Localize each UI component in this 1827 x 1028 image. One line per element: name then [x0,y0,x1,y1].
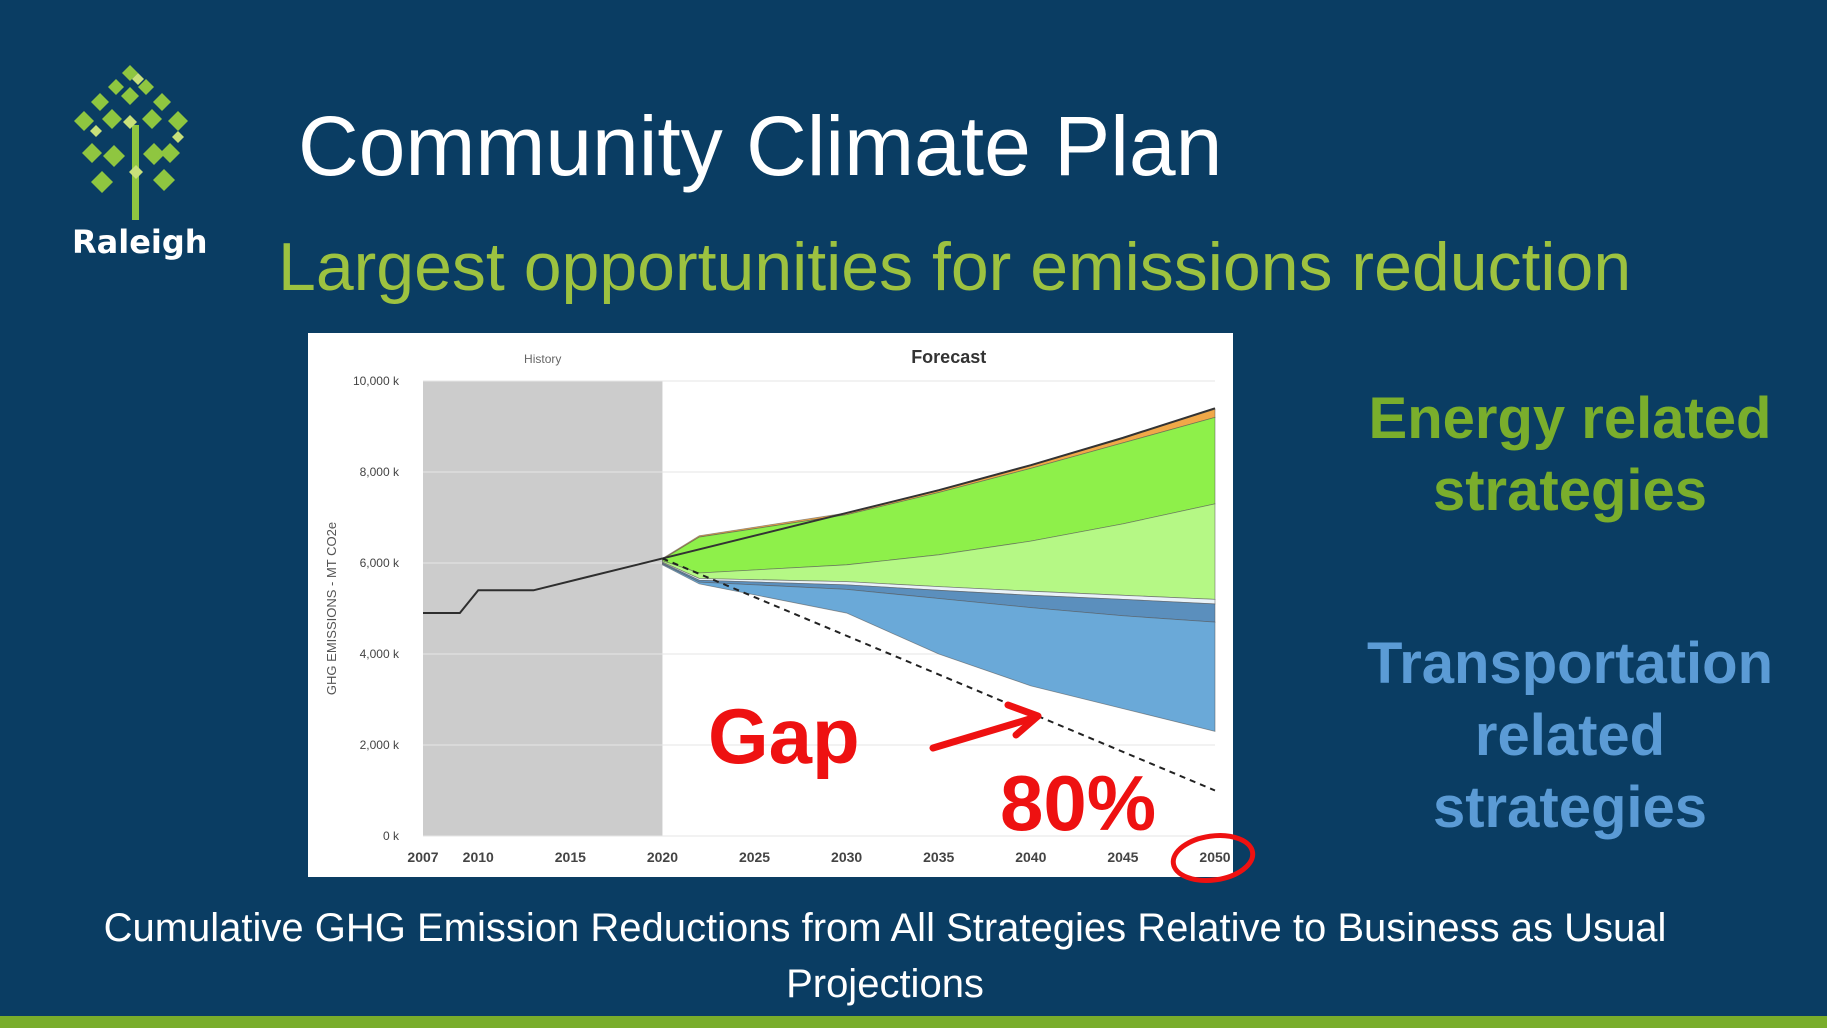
y-tick-label: 10,000 k [353,374,400,388]
history-region [423,381,663,836]
y-axis-title: GHG EMISSIONS - MT CO2e [324,522,339,695]
y-tick-label: 6,000 k [360,556,400,570]
gap-arrow [929,714,1037,752]
bau-line [662,407,1216,560]
x-tick-label: 2045 [1107,849,1138,865]
x-tick-label: 2007 [407,849,438,865]
slide-title: Community Climate Plan [298,99,1223,193]
y-tick-label: 4,000 k [360,647,400,661]
slide-subtitle: Largest opportunities for emissions redu… [278,229,1632,305]
y-tick-label: 8,000 k [360,465,400,479]
history-line [423,557,663,615]
x-tick-label: 2040 [1015,849,1046,865]
x-tick-label: 2020 [647,849,678,865]
chart-svg: 0 k 2,000 k 4,000 k 6,000 k 8,000 k 10,000 k 2… [324,347,1256,883]
y-tick-label: 2,000 k [360,738,400,752]
chart-caption: Cumulative GHG Emission Reductions from … [103,906,1667,1006]
x-tick-label: 2035 [923,849,954,865]
history-label: History [524,352,561,366]
x-tick-label: 2010 [463,849,494,865]
target-line [662,557,1216,792]
gap-arrow-head [1004,701,1042,739]
x-tick-label: 2025 [739,849,770,865]
x-tick-label: 2015 [555,849,586,865]
logo-text: Raleigh [72,223,208,261]
pct-annotation: 80% [1000,759,1156,847]
forecast-label: Forecast [911,347,986,367]
y-tick-label: 0 k [383,829,400,843]
circled-2050-marker [1170,833,1256,883]
x-tick-label: 2050 [1199,849,1230,865]
tree-icon [74,65,188,220]
energy-strategies-label: Energy related strategies [1368,386,1772,523]
x-tick-label: 2030 [831,849,862,865]
raleigh-logo: Raleigh [72,65,208,265]
gap-annotation: Gap [708,692,860,780]
emissions-chart: 0 k 2,000 k 4,000 k 6,000 k 8,000 k 10,000 k 2… [308,333,1256,883]
transport-strategies-label: Transportation related strategies [1366,631,1774,840]
footer-bar [0,1016,1827,1028]
